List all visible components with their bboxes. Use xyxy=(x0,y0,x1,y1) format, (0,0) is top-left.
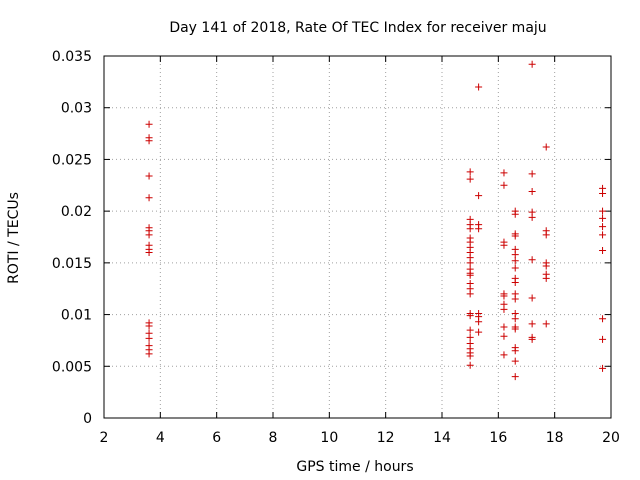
data-point xyxy=(599,231,607,239)
data-point xyxy=(475,318,483,326)
data-point xyxy=(145,137,153,145)
data-point xyxy=(466,290,474,298)
data-point xyxy=(466,168,474,176)
data-point xyxy=(475,225,483,233)
data-point xyxy=(500,292,508,300)
tick-layer: 2 4 6 8 10 12 14 16 18 20 0 0.005 0.01 0.015 0.02 0.025… xyxy=(52,49,620,446)
data-point xyxy=(599,335,607,343)
data-point xyxy=(145,350,153,358)
data-point xyxy=(500,323,508,331)
data-point xyxy=(145,194,153,202)
data-point xyxy=(466,333,474,341)
data-point xyxy=(528,60,536,68)
data-point xyxy=(145,172,153,180)
chart-title: Day 141 of 2018, Rate Of TEC Index for r… xyxy=(169,20,546,36)
data-point xyxy=(542,262,550,270)
data-point xyxy=(599,315,607,323)
data-points xyxy=(145,60,607,381)
y-tick-label: 0.02 xyxy=(61,204,92,220)
x-tick-label: 18 xyxy=(546,430,564,446)
data-point xyxy=(511,210,519,218)
data-point xyxy=(466,271,474,279)
x-tick-label: 4 xyxy=(156,430,165,446)
data-point xyxy=(145,322,153,330)
data-point xyxy=(511,347,519,355)
y-tick-label: 0.025 xyxy=(52,152,92,168)
data-point xyxy=(466,175,474,183)
data-point xyxy=(599,214,607,222)
y-tick-label: 0.035 xyxy=(52,49,92,65)
y-tick-label: 0.015 xyxy=(52,256,92,272)
data-point xyxy=(511,315,519,323)
data-point xyxy=(475,83,483,91)
data-point xyxy=(145,231,153,239)
data-point xyxy=(511,264,519,272)
data-point xyxy=(599,246,607,254)
data-point xyxy=(528,294,536,302)
data-point xyxy=(528,213,536,221)
x-tick-label: 2 xyxy=(100,430,109,446)
data-point xyxy=(511,295,519,303)
data-point xyxy=(511,373,519,381)
x-tick-label: 10 xyxy=(320,430,338,446)
data-point xyxy=(500,181,508,189)
data-point xyxy=(528,170,536,178)
data-point xyxy=(542,320,550,328)
x-axis-label: GPS time / hours xyxy=(296,459,413,475)
data-point xyxy=(599,207,607,215)
x-tick-label: 8 xyxy=(269,430,278,446)
x-tick-label: 12 xyxy=(377,430,395,446)
data-point xyxy=(542,274,550,282)
y-axis-label: ROTI / TECUs xyxy=(6,192,22,284)
data-point xyxy=(599,190,607,198)
data-point xyxy=(466,352,474,360)
plot-frame xyxy=(103,55,612,419)
y-tick-label: 0.03 xyxy=(61,101,92,117)
data-point xyxy=(511,251,519,259)
data-point xyxy=(511,279,519,287)
x-tick-label: 16 xyxy=(489,430,507,446)
data-point xyxy=(475,328,483,336)
data-point xyxy=(528,320,536,328)
data-point xyxy=(466,312,474,320)
x-tick-label: 6 xyxy=(212,430,221,446)
data-point xyxy=(500,241,508,249)
data-point xyxy=(511,257,519,265)
data-point xyxy=(145,249,153,257)
data-point xyxy=(500,169,508,177)
data-point xyxy=(466,225,474,233)
data-point xyxy=(511,357,519,365)
data-point xyxy=(528,187,536,195)
data-point xyxy=(511,232,519,240)
data-point xyxy=(599,223,607,231)
grid-layer xyxy=(104,56,611,418)
data-point xyxy=(511,325,519,333)
data-point xyxy=(599,364,607,372)
data-point xyxy=(145,120,153,128)
data-point xyxy=(466,259,474,267)
data-point xyxy=(145,334,153,342)
x-tick-label: 14 xyxy=(433,430,451,446)
data-point xyxy=(466,361,474,369)
x-tick-label: 20 xyxy=(602,430,620,446)
y-tick-label: 0.01 xyxy=(61,308,92,324)
data-point xyxy=(500,332,508,340)
data-point xyxy=(466,326,474,334)
data-point xyxy=(500,351,508,359)
data-point xyxy=(542,143,550,151)
y-tick-label: 0.005 xyxy=(52,359,92,375)
data-point xyxy=(542,231,550,239)
y-tick-label: 0 xyxy=(83,411,92,427)
data-point xyxy=(475,192,483,200)
data-point xyxy=(500,305,508,313)
data-point xyxy=(528,335,536,343)
data-point xyxy=(528,256,536,264)
